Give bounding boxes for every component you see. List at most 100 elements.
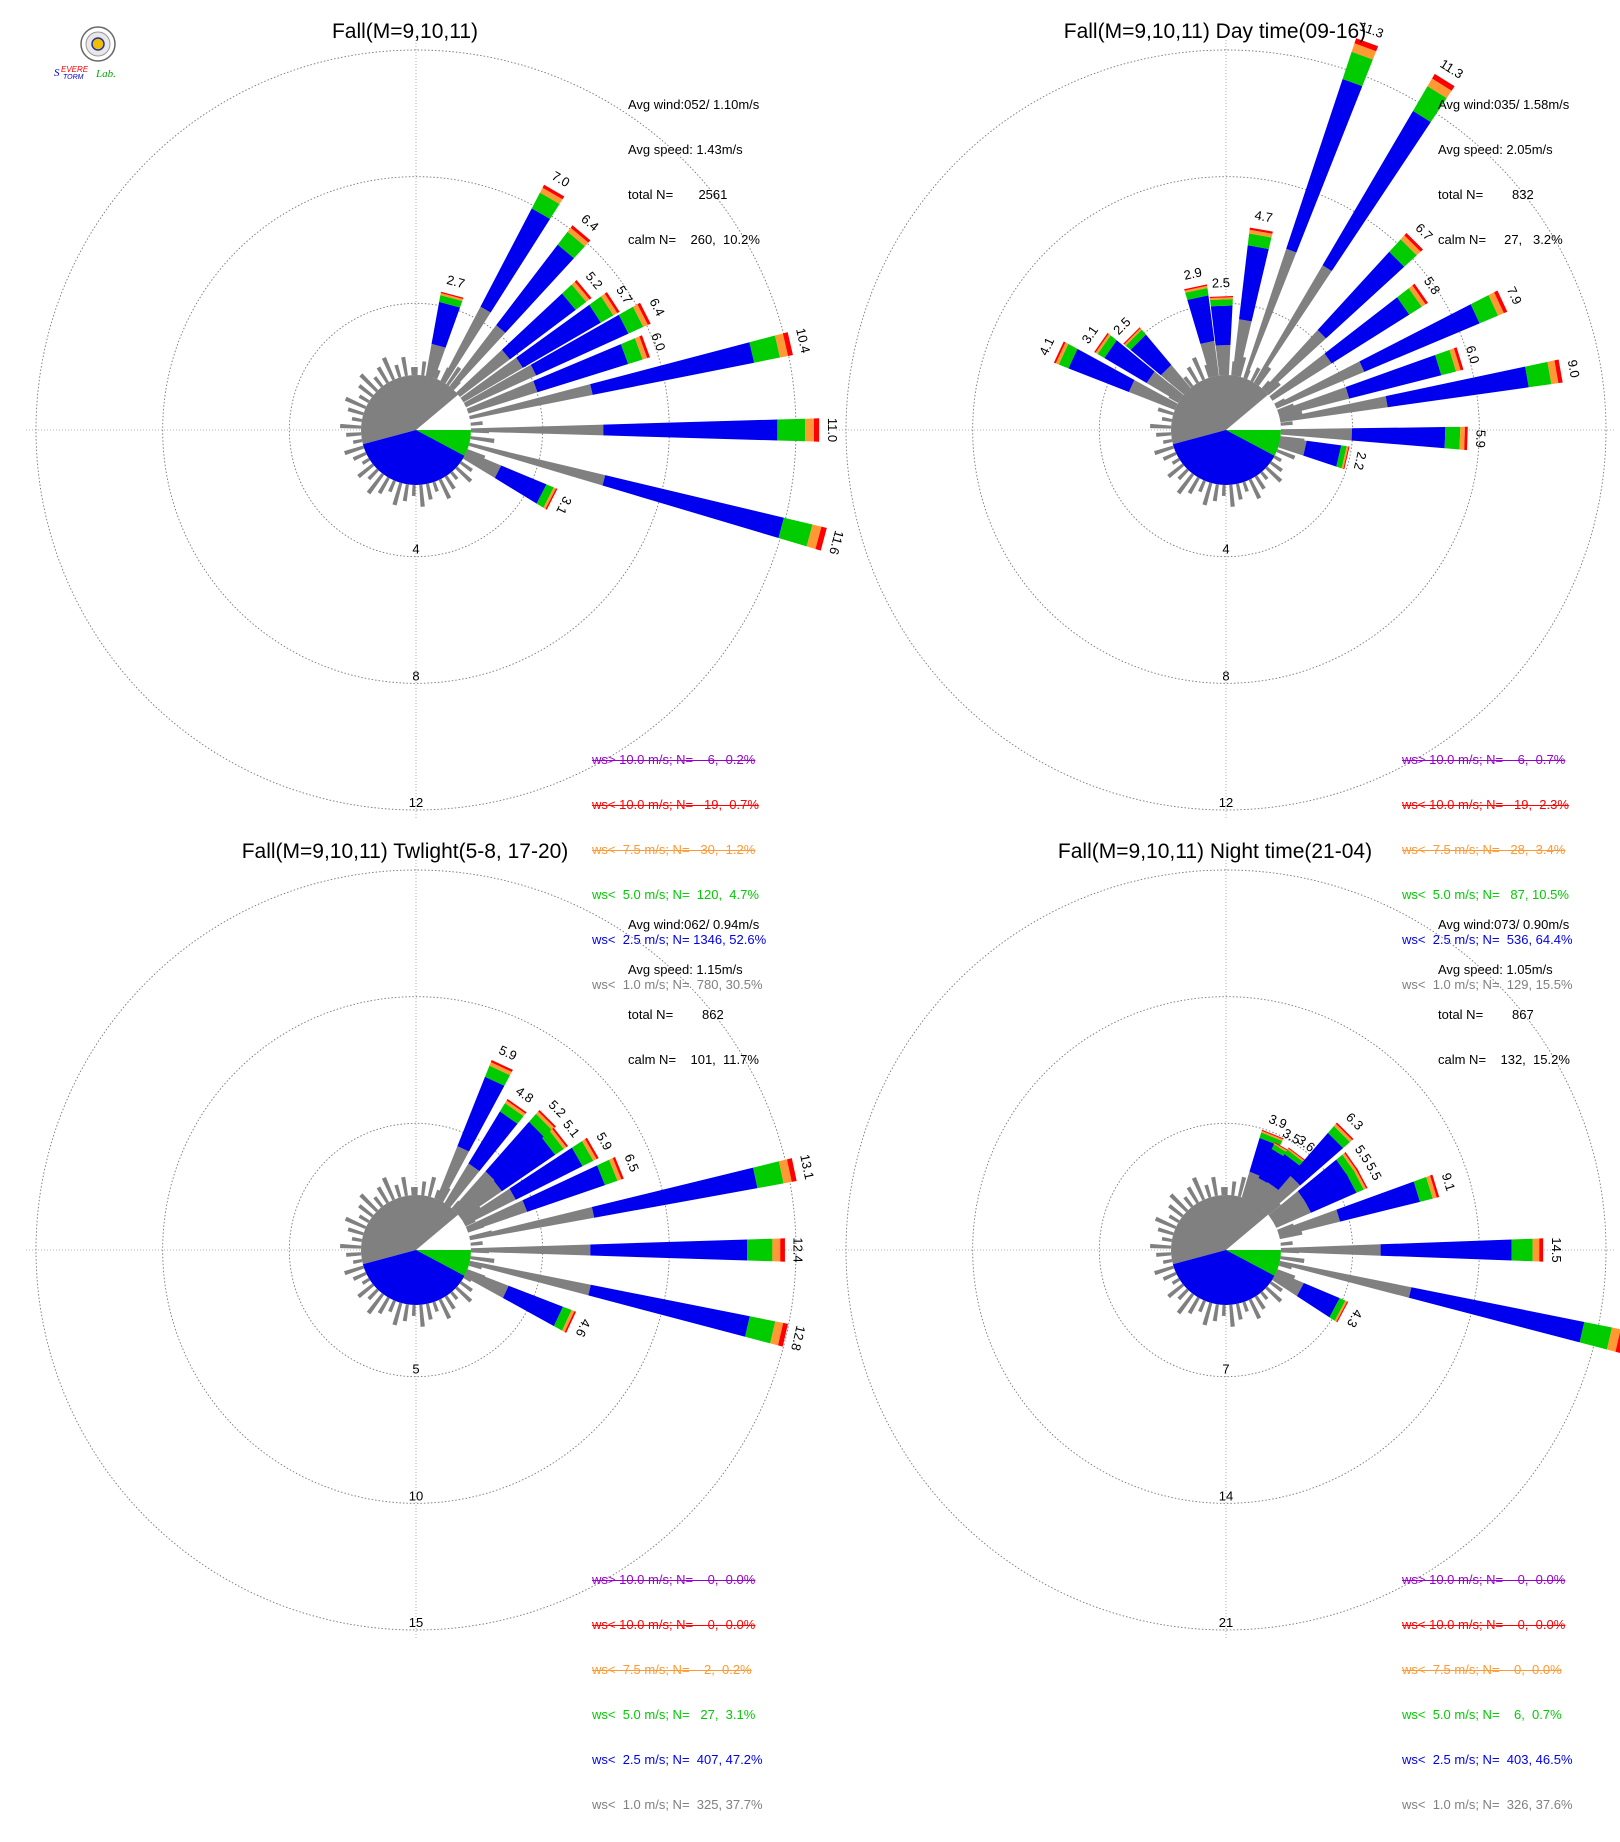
avg-speed: Avg speed: 2.05m/s: [1438, 142, 1553, 157]
bar-label: 2.2: [1351, 450, 1370, 471]
windrose-bar-segment: [639, 335, 650, 359]
windrose-bar-segment: [1095, 333, 1111, 354]
ring-label: 12: [1219, 795, 1233, 810]
ring-label: 4: [412, 542, 419, 557]
stub-bar: [357, 1283, 375, 1299]
windrose-bar-segment: [461, 1188, 516, 1226]
legend: ws> 10.0 m/s; N= 6, 0.7% ws< 10.0 m/s; N…: [1402, 722, 1573, 1022]
stub-bar: [352, 438, 363, 444]
stub-bar: [1198, 480, 1206, 493]
stub-bar: [361, 457, 371, 465]
stub-bar: [366, 472, 385, 495]
legend-entry: ws< 10.0 m/s; N= 0, 0.0%: [1402, 1617, 1566, 1632]
stub-bar: [414, 1187, 418, 1196]
stub-bar: [347, 407, 364, 416]
stub-bar: [1224, 1187, 1228, 1196]
windrose-bar-segment: [463, 364, 537, 408]
legend-entry: ws< 10.0 m/s; N= 0, 0.0%: [592, 1617, 756, 1632]
windrose-bar-segment: [1200, 340, 1219, 378]
windrose-bar-segment: [1464, 426, 1468, 451]
windrose-bar-segment: [493, 1137, 556, 1192]
windrose-bar-segment: [529, 1113, 553, 1137]
windrose-bar-segment: [469, 1260, 591, 1296]
stub-bar: [1261, 380, 1271, 391]
windrose-bar-segment: [1324, 297, 1410, 364]
stub-bar: [1162, 1258, 1173, 1264]
stub-bar: [470, 1256, 495, 1264]
windrose-bar-segment: [1243, 248, 1297, 379]
stub-bar: [419, 1304, 425, 1327]
stub-bar: [1260, 1291, 1269, 1301]
legend-entry: ws< 7.5 m/s; N= 0, 0.0%: [1402, 1662, 1562, 1677]
stub-bar: [381, 1176, 396, 1201]
windrose-bar-segment: [585, 1137, 599, 1160]
stub-bar: [1157, 407, 1174, 416]
legend-entry: ws< 5.0 m/s; N= 27, 3.1%: [592, 1707, 756, 1722]
windrose-bar-segment: [1288, 1147, 1308, 1163]
windrose-bar-segment: [1335, 1122, 1354, 1141]
windrose-bar-segment: [612, 1156, 624, 1180]
bar-label: 11.6: [826, 529, 847, 556]
stub-bar: [1273, 455, 1282, 463]
windrose-bar-segment: [1426, 1175, 1437, 1199]
stub-bar: [358, 394, 370, 404]
svg-text:Lab.: Lab.: [95, 68, 116, 80]
stub-bar: [346, 1252, 362, 1257]
stub-bar: [1150, 1243, 1172, 1249]
windrose-bar-segment: [778, 517, 813, 547]
stub-bar: [1167, 1283, 1185, 1299]
windrose-bar-segment: [465, 1200, 528, 1233]
stub-bar: [1168, 1204, 1184, 1218]
windrose-bar-segment: [1232, 319, 1252, 377]
stub-bar: [1220, 1187, 1225, 1196]
windrose-bar-segment: [1470, 295, 1499, 324]
windrose-bar-segment: [1355, 1167, 1368, 1189]
windrose-bar-segment: [1262, 1175, 1301, 1214]
windrose-bar-segment: [1615, 1332, 1620, 1353]
legend-entry: ws< 1.0 m/s; N= 325, 37.7%: [592, 1797, 763, 1812]
ring-label: 10: [409, 1488, 423, 1503]
windrose-bar-segment: [464, 1269, 509, 1298]
bar-label: 6.4: [646, 296, 668, 319]
windrose-bar-segment: [1261, 1130, 1284, 1141]
stub-bar: [402, 484, 409, 502]
stub-bar: [1235, 483, 1243, 500]
stub-bar: [1211, 1176, 1218, 1197]
windrose-bar-segment: [1342, 51, 1373, 87]
stub-bar: [1254, 1295, 1266, 1310]
stub-bar: [1156, 1252, 1172, 1257]
windrose-bar-segment: [1329, 1298, 1346, 1321]
windrose-bar-segment: [457, 1076, 505, 1152]
windrose-bar-segment: [1068, 348, 1135, 392]
stub-bar: [1229, 484, 1235, 507]
windrose-bar-segment: [516, 304, 601, 368]
bar-label: 3.1: [553, 494, 575, 517]
windrose-bar-segment: [1385, 366, 1529, 408]
windrose-bar-segment: [1554, 359, 1563, 384]
windrose-bar-segment: [1413, 86, 1447, 122]
stub-bar: [1235, 1303, 1243, 1320]
stub-bar: [357, 463, 375, 479]
windrose-bar-segment: [634, 336, 648, 360]
windrose-bar-segment: [1267, 1154, 1303, 1192]
stub-bar: [1150, 423, 1172, 429]
windrose-bar-segment: [480, 208, 551, 313]
windrose-bar-segment: [1210, 305, 1233, 346]
avg-speed: Avg speed: 1.05m/s: [1438, 962, 1553, 977]
stub-bar: [1260, 471, 1269, 481]
windrose-bar-segment: [1359, 304, 1480, 372]
windrose-bar-segment: [1435, 349, 1457, 376]
windrose-bar-segment: [441, 306, 491, 384]
legend-entry: ws> 10.0 m/s; N= 6, 0.2%: [592, 752, 756, 767]
windrose-bar-segment: [1160, 364, 1191, 395]
stub-bar: [394, 364, 402, 378]
stub-bar: [376, 366, 390, 384]
bar-label: 5.9: [593, 1130, 615, 1153]
stub-bar: [459, 461, 473, 473]
windrose-bar-segment: [745, 1316, 776, 1344]
windrose-bar-segment: [562, 1310, 575, 1333]
stub-bar: [401, 1176, 408, 1197]
windrose-bar-segment: [468, 442, 606, 486]
stub-bar: [352, 1258, 363, 1264]
stub-bar: [414, 367, 418, 376]
